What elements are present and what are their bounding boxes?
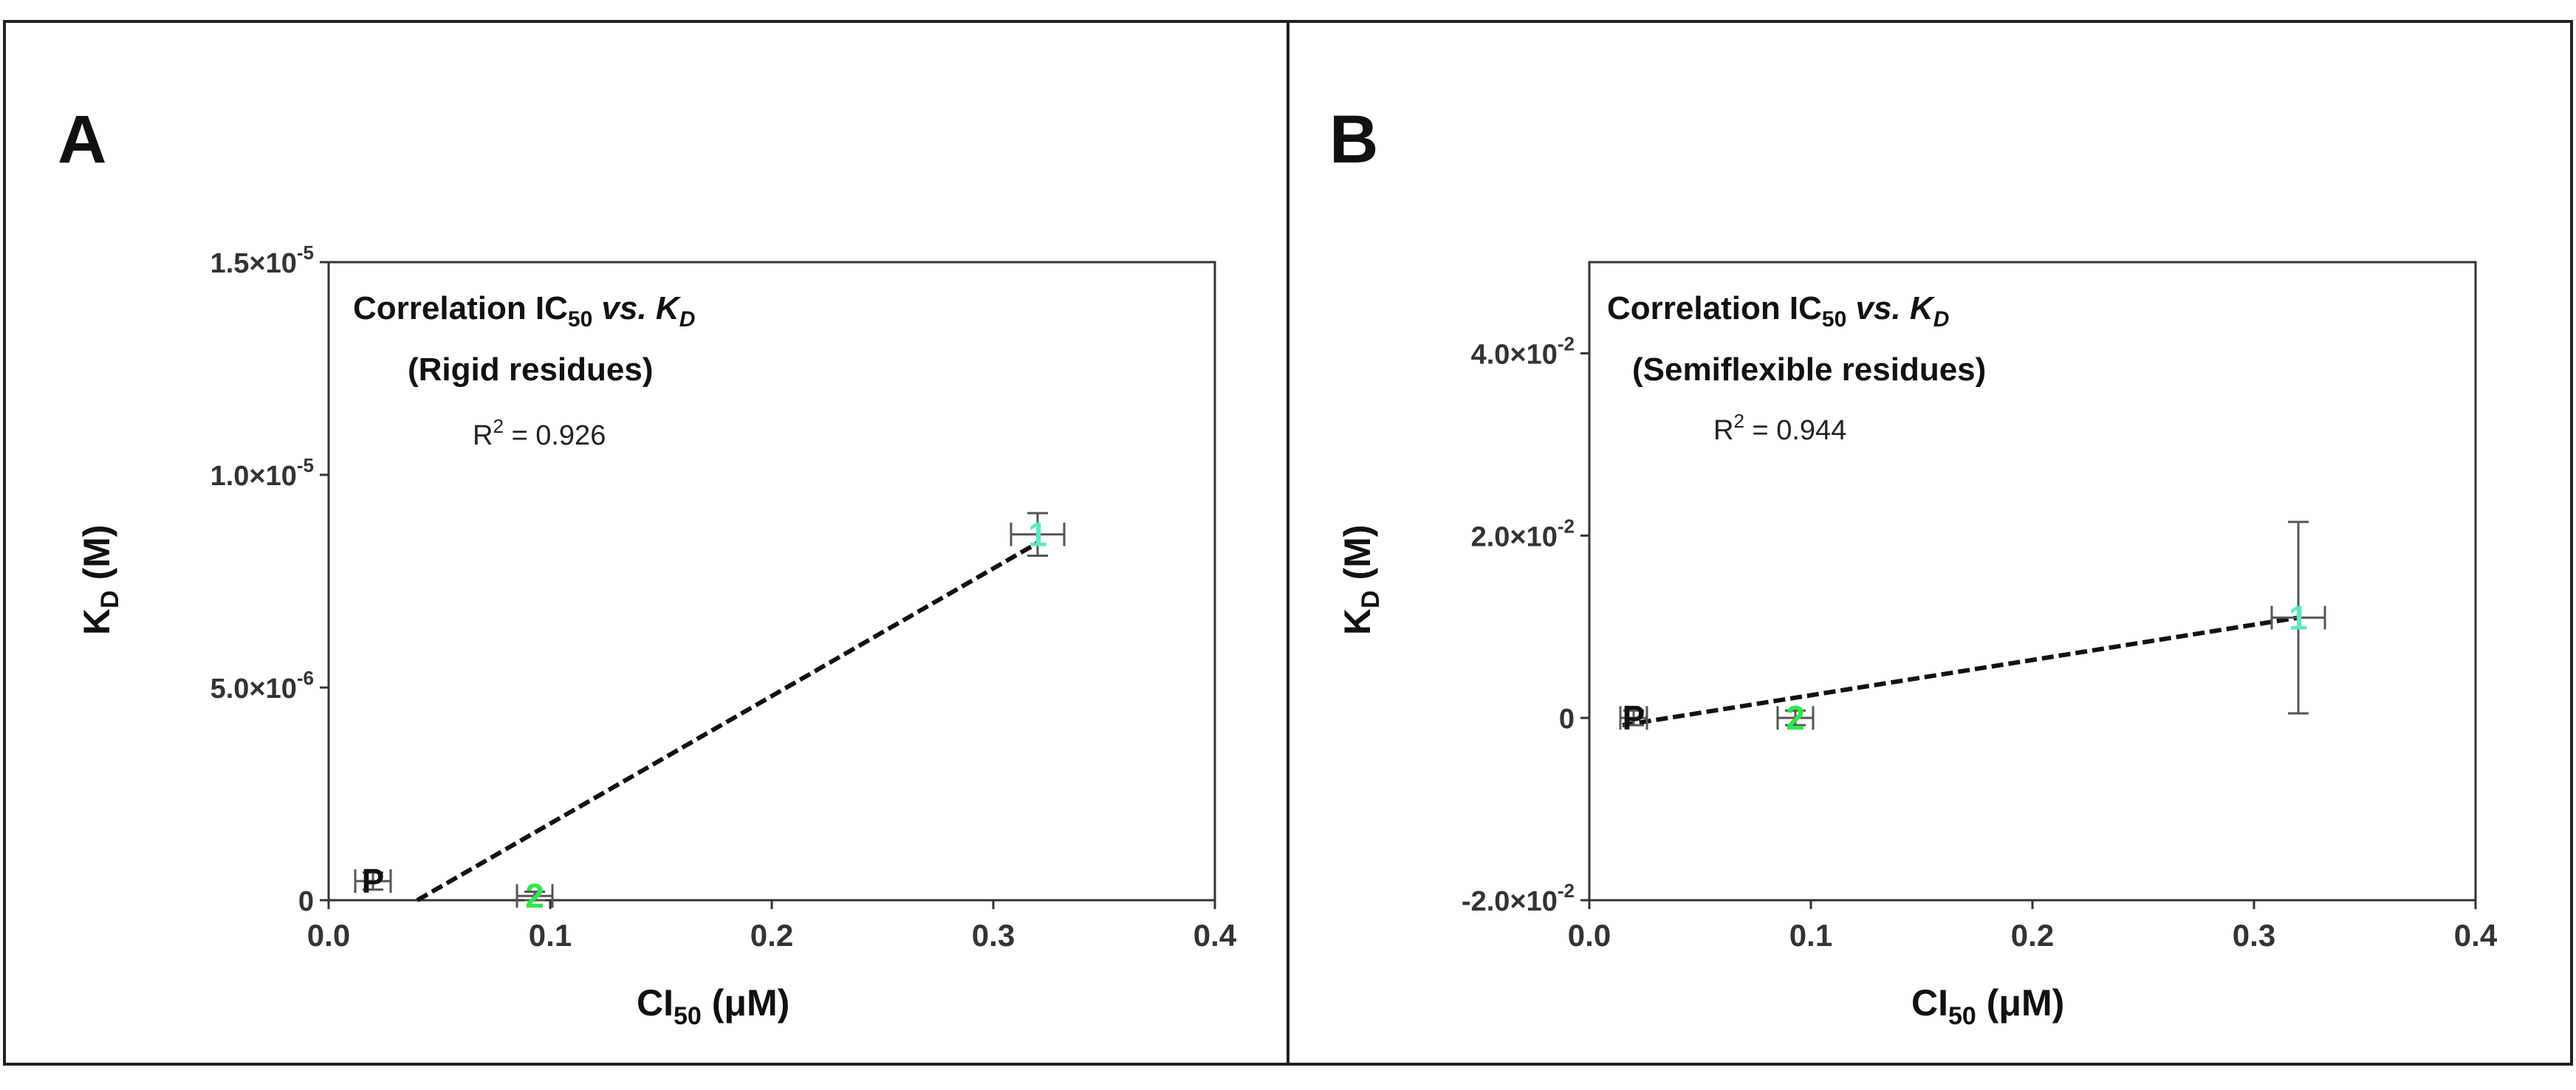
ylabel-a-unit: (M) — [76, 524, 117, 590]
ylabel-b-main: K — [1337, 609, 1378, 635]
y-tick-label-b-1: 0 — [1559, 704, 1575, 735]
point-label: 1 — [1028, 515, 1047, 554]
y-tick-exponent: -5 — [297, 241, 314, 264]
panel-label-a: A — [58, 102, 106, 177]
data-points-a: P 2 1 — [354, 512, 1066, 915]
xlabel-b-unit: (μM) — [1976, 982, 2064, 1024]
xlabel-b-main: CI — [1911, 982, 1948, 1024]
title-b-kd: K — [1910, 290, 1936, 326]
panel-b: B Correlation IC50 vs. KD (Semiflexible … — [1329, 102, 2498, 1030]
x-tick-label-a-1: 0.1 — [529, 918, 572, 953]
chart-subtitle-b: (Semiflexible residues) — [1632, 352, 1986, 388]
fit-line-b — [1622, 615, 2299, 727]
chart-title-a: Correlation IC50 vs. KD — [353, 290, 695, 332]
y-tick-label-a-3: 1.5×10-5 — [210, 241, 314, 279]
y-tick-mantissa: 0 — [298, 886, 314, 917]
data-point-a-P: P — [354, 862, 392, 900]
x-tick-label-a-3: 0.3 — [972, 918, 1015, 953]
x-axis-ticks-a: 0.0 0.1 0.2 0.3 0.4 — [307, 900, 1237, 953]
y-tick-exponent: -2 — [1558, 515, 1575, 537]
xlabel-a-main: CI — [637, 982, 674, 1024]
r2-a-suffix: = 0.926 — [504, 420, 606, 451]
x-tick-label-a-2: 0.2 — [750, 918, 793, 953]
xlabel-a-unit: (μM) — [702, 982, 789, 1024]
y-tick-mantissa: -2.0×10 — [1462, 886, 1558, 917]
r2-b-prefix: R — [1713, 415, 1733, 446]
chart-subtitle-a: (Rigid residues) — [408, 352, 654, 388]
x-tick-label-b-3: 0.3 — [2233, 918, 2275, 953]
xlabel-b-sub: 50 — [1948, 1002, 1976, 1030]
x-tick-label-b-2: 0.2 — [2011, 918, 2054, 953]
data-points-b: P 2 1 — [1619, 521, 2326, 737]
panel-label-b: B — [1329, 102, 1378, 177]
x-tick-label-b-1: 0.1 — [1789, 918, 1832, 953]
point-label: 2 — [1786, 699, 1805, 737]
y-tick-mantissa: 0 — [1559, 704, 1575, 735]
fit-line-group-b — [1622, 615, 2299, 727]
title-a-kd: K — [656, 290, 682, 326]
x-tick-label-a-0: 0.0 — [307, 918, 350, 953]
data-point-b-2: 2 — [1776, 699, 1815, 737]
ylabel-b-unit: (M) — [1337, 524, 1378, 590]
r2-b-sup: 2 — [1733, 410, 1744, 432]
y-axis-label-b: KD (M) — [1337, 524, 1385, 635]
y-tick-exponent: -6 — [297, 667, 314, 689]
y-tick-exponent: -2 — [1558, 332, 1575, 354]
y-axis-label-a: KD (M) — [76, 524, 124, 635]
r2-b-suffix: = 0.944 — [1744, 415, 1846, 446]
point-label: 1 — [2289, 598, 2308, 637]
y-tick-mantissa: 2.0×10 — [1471, 521, 1558, 552]
r-squared-b: R2 = 0.944 — [1713, 410, 1846, 446]
y-tick-mantissa: 4.0×10 — [1471, 339, 1558, 370]
x-axis-ticks-b: 0.0 0.1 0.2 0.3 0.4 — [1568, 900, 2498, 953]
data-point-b-P: P — [1619, 699, 1648, 737]
title-a-vs: vs. — [592, 290, 656, 326]
y-tick-label-a-1: 5.0×10-6 — [210, 667, 314, 705]
x-axis-label-a: CI50 (μM) — [637, 982, 789, 1030]
y-tick-mantissa: 1.0×10 — [210, 461, 297, 492]
panel-a: A Correlation IC50 vs. KD (Rigid residue… — [58, 102, 1237, 1030]
y-tick-exponent: -5 — [297, 454, 314, 476]
y-tick-label-a-0: 0 — [298, 886, 314, 917]
data-point-a-2: 2 — [515, 877, 554, 915]
ylabel-a-sub: D — [96, 590, 124, 609]
ylabel-b-sub: D — [1357, 590, 1385, 609]
y-tick-label-b-3: 4.0×10-2 — [1471, 332, 1575, 370]
y-tick-label-b-0: -2.0×10-2 — [1462, 880, 1575, 917]
xlabel-a-sub: 50 — [674, 1002, 702, 1030]
y-tick-mantissa: 1.5×10 — [210, 248, 297, 279]
chart-title-b: Correlation IC50 vs. KD — [1607, 290, 1949, 332]
title-b-kd-sub: D — [1933, 307, 1950, 332]
x-tick-label-a-4: 0.4 — [1193, 918, 1237, 953]
data-point-a-1: 1 — [1010, 512, 1066, 557]
title-a-sub: 50 — [568, 307, 592, 332]
ylabel-a-main: K — [76, 609, 117, 635]
title-b-prefix: Correlation IC — [1607, 290, 1822, 326]
fit-line-a — [416, 541, 1039, 902]
y-tick-label-a-2: 1.0×10-5 — [210, 454, 314, 492]
point-label: P — [362, 862, 385, 900]
y-tick-mantissa: 5.0×10 — [210, 673, 297, 705]
point-label: P — [1623, 699, 1645, 737]
data-point-b-1: 1 — [2270, 521, 2326, 715]
title-a-kd-sub: D — [679, 307, 696, 332]
point-label: 2 — [525, 877, 544, 915]
r2-a-prefix: R — [473, 420, 493, 451]
title-b-vs: vs. — [1846, 290, 1910, 326]
r2-a-sup: 2 — [493, 415, 503, 437]
y-tick-label-b-2: 2.0×10-2 — [1471, 515, 1575, 552]
r-squared-a: R2 = 0.926 — [473, 415, 606, 451]
y-axis-ticks-b: -2.0×10-202.0×10-24.0×10-2 — [1462, 332, 1589, 917]
x-tick-label-b-4: 0.4 — [2454, 918, 2498, 953]
x-axis-label-b: CI50 (μM) — [1911, 982, 2064, 1030]
title-a-prefix: Correlation IC — [353, 290, 568, 326]
y-axis-ticks-a: 05.0×10-61.0×10-51.5×10-5 — [210, 241, 329, 917]
y-tick-exponent: -2 — [1558, 880, 1575, 902]
x-tick-label-b-0: 0.0 — [1568, 918, 1611, 953]
title-b-sub: 50 — [1822, 307, 1846, 332]
fit-line-group-a — [416, 541, 1039, 902]
